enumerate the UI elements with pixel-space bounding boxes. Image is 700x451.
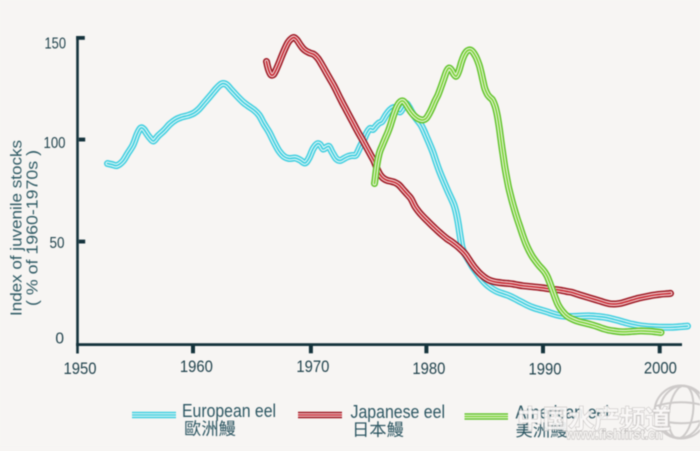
svg-text:1960: 1960 [180,358,213,376]
svg-text:Japanese eel: Japanese eel [351,401,446,422]
svg-text:100: 100 [44,135,66,152]
svg-text:1970: 1970 [296,358,329,376]
svg-text:50: 50 [50,235,65,252]
svg-text:1950: 1950 [64,360,97,378]
svg-text:150: 150 [45,36,67,53]
svg-text:1990: 1990 [529,361,562,379]
svg-text:www.fishfirst.cn: www.fishfirst.cn [565,426,663,442]
svg-text:Index of juvenile stocks: Index of juvenile stocks [9,140,26,316]
svg-text:0: 0 [55,331,64,348]
svg-text:( % of 1960-1970s ): ( % of 1960-1970s ) [25,150,42,306]
svg-text:1980: 1980 [412,360,445,378]
svg-text:European eel: European eel [182,400,276,421]
svg-text:2000: 2000 [644,360,677,378]
